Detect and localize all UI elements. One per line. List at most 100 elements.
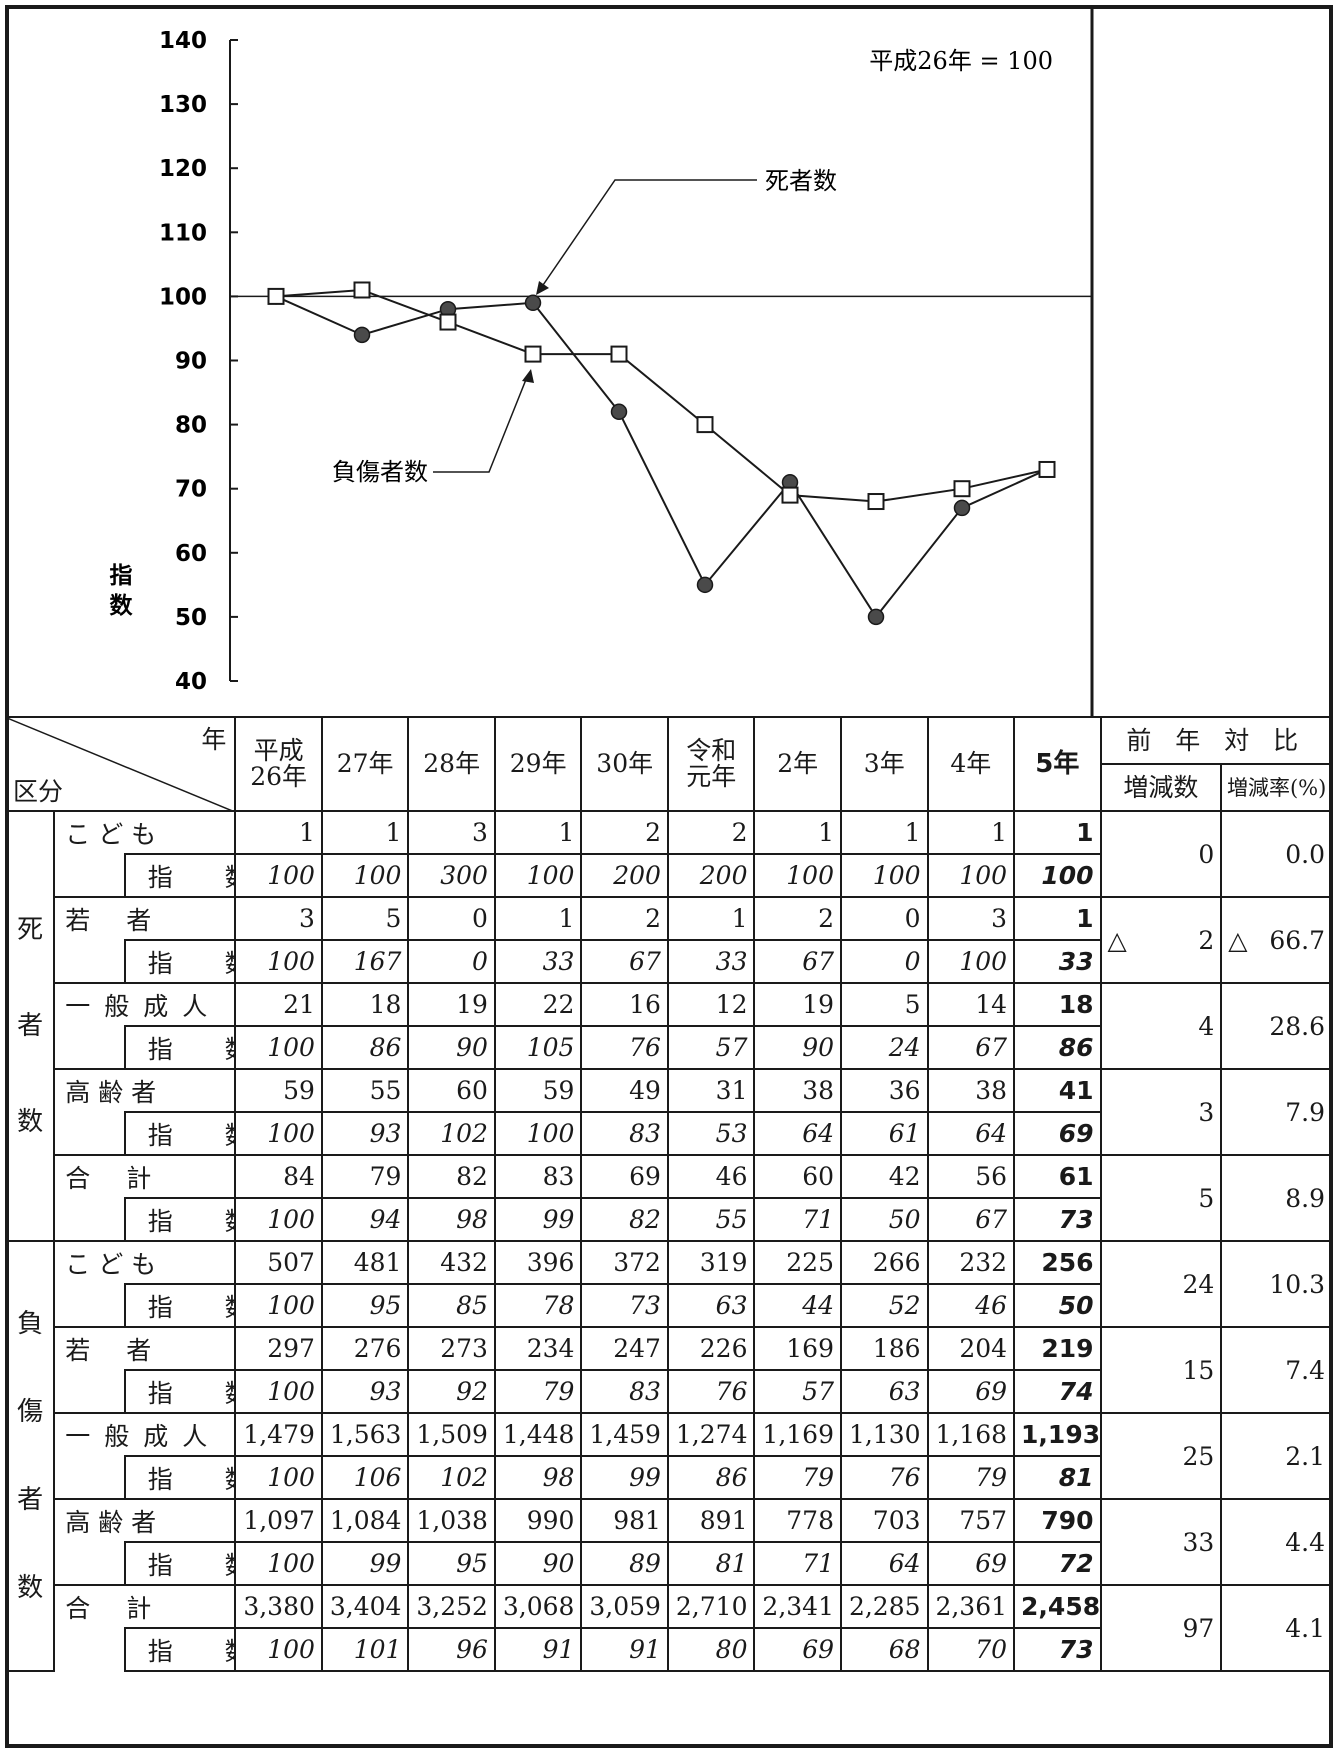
injured-callout-arrow (522, 369, 534, 383)
index-cell: 76 (580, 1025, 669, 1070)
index-cell: 33 (666, 939, 756, 984)
index-cell: 85 (407, 1283, 496, 1328)
index-cell: 57 (753, 1369, 842, 1414)
year-header: 27年 (320, 716, 410, 812)
indent-cell (53, 1026, 126, 1069)
index-cell: 83 (580, 1369, 669, 1414)
index-label: 指 数 (123, 1197, 237, 1242)
value-cell: 2,341 (753, 1584, 842, 1629)
value-cell: 60 (753, 1154, 842, 1199)
value-cell: 41 (1013, 1068, 1102, 1113)
value-cell: 1,168 (926, 1412, 1016, 1457)
table-row: 高 齢 者 1,097 1,084 1,038 990 981 891 778 703 757 79… (6, 1498, 1333, 1586)
value-cell: 1 (840, 810, 929, 855)
value-cell: 297 (234, 1326, 323, 1371)
year-header: 令和 元年 (666, 716, 756, 812)
index-cell: 100 (234, 1025, 323, 1070)
value-cell: 3,404 (320, 1584, 410, 1629)
value-cell: 14 (926, 982, 1016, 1027)
value-cell: 2,361 (926, 1584, 1016, 1629)
value-cell: 2 (753, 896, 842, 941)
index-row: 指 数100167033673367010033 (6, 939, 1332, 984)
value-cell: 1 (234, 810, 323, 855)
value-cell: 1 (320, 810, 410, 855)
value-cell: 60 (407, 1068, 496, 1113)
change-rate-cell: 7.9 (1220, 1068, 1333, 1156)
index-cell: 73 (1013, 1197, 1102, 1242)
index-row: 指 数100958578736344524650 (6, 1283, 1332, 1328)
value-cell: 1,038 (407, 1498, 496, 1543)
deaths-point (524, 294, 542, 312)
indent-cell (53, 940, 126, 983)
value-cell: 2,458 (1013, 1584, 1102, 1629)
value-cell: 46 (666, 1154, 756, 1199)
index-cell: 99 (493, 1197, 583, 1242)
value-cell: 507 (234, 1240, 323, 1285)
value-cell: 31 (666, 1068, 756, 1113)
change-count-cell: 0 (1099, 810, 1223, 898)
index-label: 指 数 (123, 1283, 237, 1328)
value-cell: 319 (666, 1240, 756, 1285)
deaths-series-label: 死者数 (765, 167, 837, 195)
value-cell: 59 (493, 1068, 583, 1113)
category-label: 合 計 (53, 1584, 237, 1628)
injured-point (696, 416, 714, 434)
value-cell: 2,285 (840, 1584, 929, 1629)
index-cell: 63 (666, 1283, 756, 1328)
index-cell: 92 (407, 1369, 496, 1414)
index-cell: 69 (753, 1627, 842, 1672)
index-row: 指 数10010610298998679767981 (6, 1455, 1332, 1500)
index-cell: 86 (320, 1025, 410, 1070)
change-rate-cell: △ 66.7 (1220, 896, 1333, 984)
y-axis-label-char: 指 (110, 563, 133, 589)
injured-point (867, 493, 885, 511)
index-cell: 80 (666, 1627, 756, 1672)
value-cell: 1,274 (666, 1412, 756, 1457)
index-cell: 81 (1013, 1455, 1102, 1500)
index-label: 指 数 (123, 939, 237, 984)
value-cell: 232 (926, 1240, 1016, 1285)
change-rate-cell: 8.9 (1220, 1154, 1333, 1242)
index-cell: 100 (234, 1627, 323, 1672)
category-label: 一般成人 (53, 1412, 237, 1456)
indent-cell (53, 1284, 126, 1327)
value-cell: 61 (1013, 1154, 1102, 1199)
index-label: 指 数 (123, 1455, 237, 1500)
index-cell: 64 (926, 1111, 1016, 1156)
index-cell: 67 (926, 1025, 1016, 1070)
index-cell: 82 (580, 1197, 669, 1242)
index-cell: 63 (840, 1369, 929, 1414)
index-row: 指 数10093102100835364616469 (6, 1111, 1332, 1156)
base-year-note: 平成26年 = 100 (869, 47, 1053, 75)
value-cell: 83 (493, 1154, 583, 1199)
value-cell: 38 (926, 1068, 1016, 1113)
value-cell: 5 (840, 982, 929, 1027)
change-count-header: 増減数 (1099, 763, 1223, 812)
index-cell: 100 (234, 1541, 323, 1586)
index-cell: 90 (493, 1541, 583, 1586)
deaths-point (610, 403, 628, 421)
index-cell: 99 (320, 1541, 410, 1586)
year-header: 3年 (840, 716, 929, 812)
index-cell: 100 (234, 1283, 323, 1328)
injured-point (439, 313, 457, 331)
value-cell: 36 (840, 1068, 929, 1113)
value-cell: 2,710 (666, 1584, 756, 1629)
data-table: 年区分 平成 26年 27年 28年 29年 30年 令和 元年 2年 3年 4年 5年前 年 対 … (4, 716, 1334, 1672)
value-cell: 1,459 (580, 1412, 669, 1457)
category-label: 合 計 (53, 1154, 237, 1198)
y-tick-label: 130 (159, 92, 207, 118)
index-row: 指 数1001019691918069687073 (6, 1627, 1332, 1672)
value-cell: 22 (493, 982, 583, 1027)
index-cell: 102 (407, 1455, 496, 1500)
value-cell: 55 (320, 1068, 410, 1113)
value-cell: 266 (840, 1240, 929, 1285)
index-cell: 33 (493, 939, 583, 984)
index-cell: 73 (580, 1283, 669, 1328)
table-row: 合 計 84 79 82 83 69 46 60 42 56 61 5 8.9 (6, 1154, 1333, 1242)
indent-cell (53, 1370, 126, 1413)
injured-point (267, 287, 285, 305)
value-cell: 1,084 (320, 1498, 410, 1543)
index-label: 指 数 (123, 1627, 237, 1672)
injured-point (524, 345, 542, 363)
